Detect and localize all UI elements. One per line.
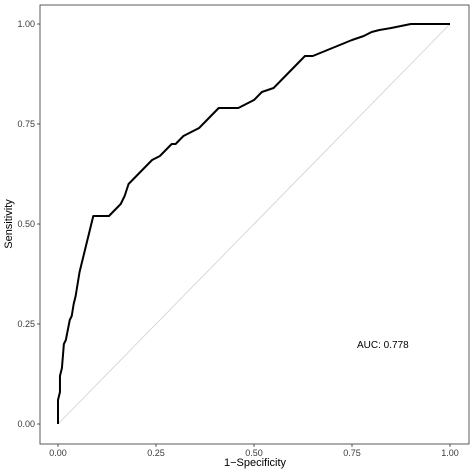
x-tick-label: 0.75 <box>343 448 361 458</box>
y-tick-label: 1.00 <box>17 19 35 29</box>
x-tick-label: 0.50 <box>245 448 263 458</box>
y-tick-label: 0.50 <box>17 219 35 229</box>
y-tick-label: 0.00 <box>17 419 35 429</box>
plot-panel-background <box>40 5 469 444</box>
plot-panel-border <box>39 4 470 445</box>
x-axis-title: 1−Specificity <box>224 457 287 469</box>
roc-curve-line <box>57 23 450 424</box>
auc-annotation: AUC: 0.778 <box>357 340 409 351</box>
x-axis-ticks: 0.00 0.25 0.50 0.75 1.00 <box>49 444 459 458</box>
x-tick-label: 0.25 <box>147 448 165 458</box>
x-tick-label: 0.00 <box>49 448 67 458</box>
y-tick-label: 0.25 <box>17 319 35 329</box>
diagonal-reference-line <box>57 23 451 425</box>
y-tick-label: 0.75 <box>17 119 35 129</box>
y-axis-ticks: 0.00 0.25 0.50 0.75 1.00 <box>17 19 40 429</box>
x-tick-label: 1.00 <box>441 448 459 458</box>
y-axis-title: Sensitivity <box>3 199 15 249</box>
